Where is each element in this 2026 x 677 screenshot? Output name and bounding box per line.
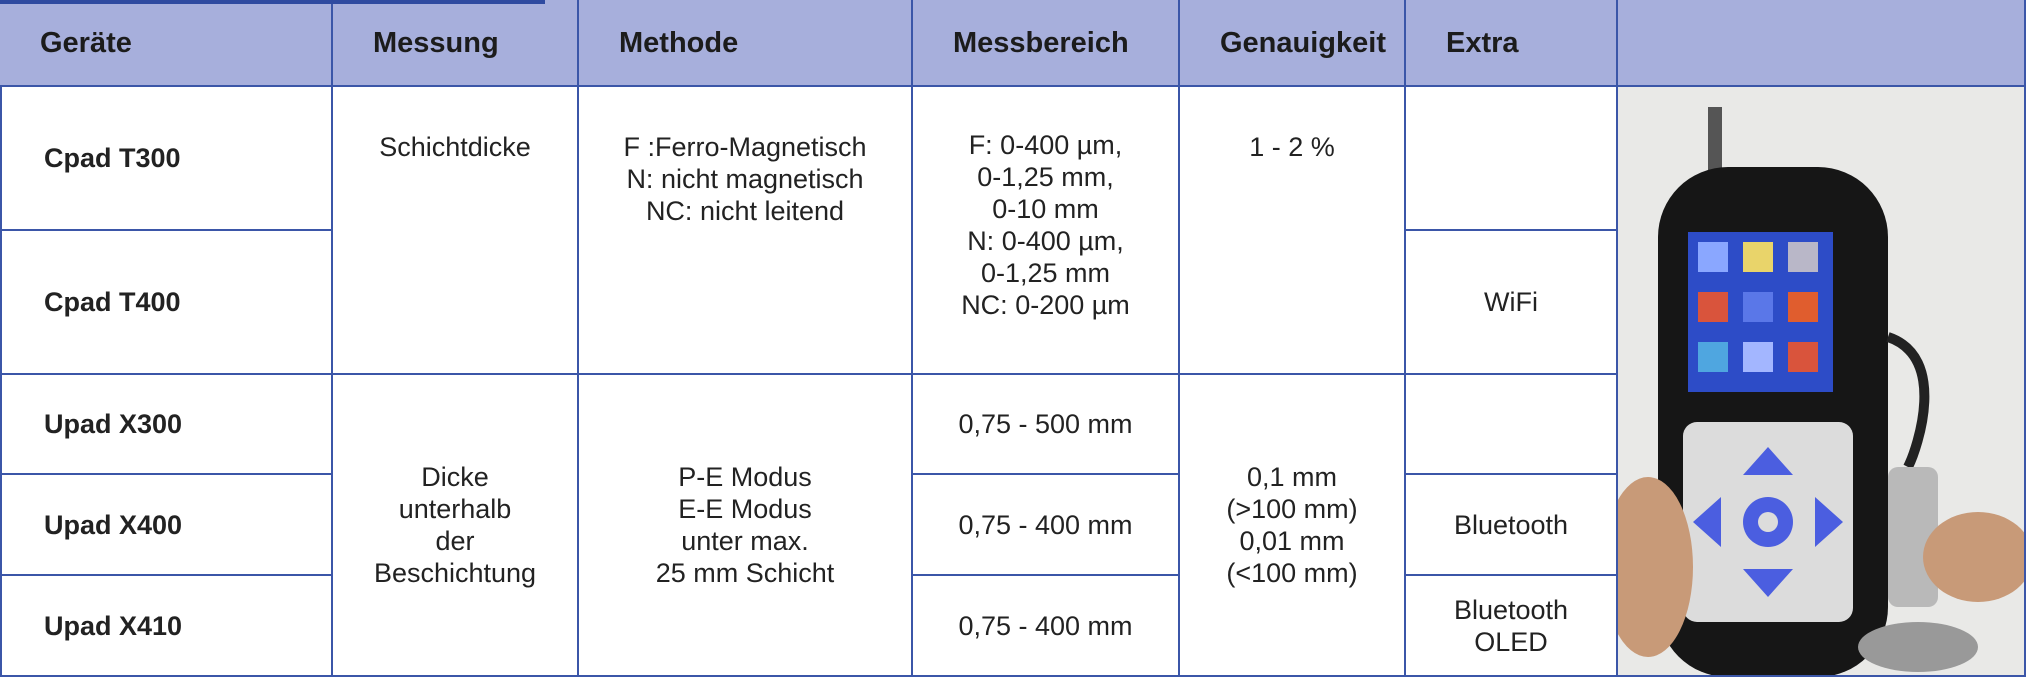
cell-text: (<100 mm) <box>1226 557 1357 589</box>
cell-text: Upad X410 <box>44 610 182 642</box>
cell-text: unterhalb <box>399 493 512 525</box>
cell-text: 0-10 mm <box>992 193 1099 225</box>
device-photo <box>1618 87 2026 677</box>
photo-illustration <box>1618 87 2024 675</box>
cell-text: E-E Modus <box>678 493 812 525</box>
cell-text: 1 - 2 % <box>1249 131 1335 163</box>
cell-text: Messbereich <box>953 27 1129 59</box>
cell-text: der <box>435 525 474 557</box>
column-header: Messung <box>333 0 579 87</box>
column-header: Genauigkeit <box>1180 0 1406 87</box>
extra: Bluetooth <box>1406 475 1618 576</box>
cell-text: (>100 mm) <box>1226 493 1357 525</box>
device-name: Upad X300 <box>0 375 333 475</box>
column-header: Geräte <box>0 0 333 87</box>
coating-messung: Schichtdicke <box>333 87 579 375</box>
cell-text: 0,01 mm <box>1239 525 1344 557</box>
cell-text: 0-1,25 mm <box>981 257 1110 289</box>
cell-text: Upad X300 <box>44 408 182 440</box>
cell-text: WiFi <box>1484 286 1538 318</box>
extra: WiFi <box>1406 231 1618 375</box>
spec-table: Geräte Messung Methode Messbereich Genauigke… <box>0 0 2026 677</box>
device-name: Cpad T400 <box>0 231 333 375</box>
cell-text: Beschichtung <box>374 557 536 589</box>
cell-text: NC: nicht leitend <box>646 195 844 227</box>
cell-text: OLED <box>1474 626 1548 658</box>
header-image-cell <box>1618 0 2026 87</box>
cell-text: NC: 0-200 µm <box>961 289 1130 321</box>
device-name: Cpad T300 <box>0 87 333 231</box>
ultrasonic-genauigkeit: 0,1 mm(>100 mm)0,01 mm(<100 mm) <box>1180 375 1406 677</box>
cell-text: 0,1 mm <box>1247 461 1337 493</box>
extra <box>1406 87 1618 231</box>
cell-text: Messung <box>373 27 499 59</box>
extra <box>1406 375 1618 475</box>
cell-text: 0,75 - 500 mm <box>958 408 1132 440</box>
ultrasonic-messbereich: 0,75 - 400 mm <box>913 576 1180 677</box>
cell-text: Bluetooth <box>1454 594 1568 626</box>
cell-text: F :Ferro-Magnetisch <box>623 131 866 163</box>
cell-text: P-E Modus <box>678 461 812 493</box>
device-name: Upad X400 <box>0 475 333 576</box>
column-header: Extra <box>1406 0 1618 87</box>
cell-text: Methode <box>619 27 738 59</box>
cell-text: 0,75 - 400 mm <box>958 610 1132 642</box>
ultrasonic-messbereich: 0,75 - 500 mm <box>913 375 1180 475</box>
cell-text: unter max. <box>681 525 809 557</box>
column-header: Messbereich <box>913 0 1180 87</box>
coating-genauigkeit: 1 - 2 % <box>1180 87 1406 375</box>
column-header: Methode <box>579 0 913 87</box>
cell-text: N: 0-400 µm, <box>967 225 1124 257</box>
cell-text: 0-1,25 mm, <box>977 161 1114 193</box>
cell-text: Genauigkeit <box>1220 27 1386 59</box>
ultrasonic-messbereich: 0,75 - 400 mm <box>913 475 1180 576</box>
device-name: Upad X410 <box>0 576 333 677</box>
cell-text: N: nicht magnetisch <box>626 163 863 195</box>
cell-text: Upad X400 <box>44 509 182 541</box>
cell-text: Geräte <box>40 27 132 59</box>
cell-text: 25 mm Schicht <box>656 557 835 589</box>
cell-text: Bluetooth <box>1454 509 1568 541</box>
cell-text: Dicke <box>421 461 489 493</box>
cell-text: 0,75 - 400 mm <box>958 509 1132 541</box>
cell-text: Cpad T300 <box>44 142 181 174</box>
top-stripe <box>0 0 545 4</box>
cell-text: Schichtdicke <box>379 131 531 163</box>
cell-text: Extra <box>1446 27 1519 59</box>
cell-text: Cpad T400 <box>44 286 181 318</box>
page: Geräte Messung Methode Messbereich Genauigke… <box>0 0 2026 677</box>
cell-text: F: 0-400 µm, <box>969 129 1123 161</box>
